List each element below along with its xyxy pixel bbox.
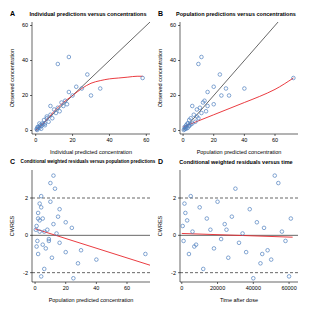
svg-text:40: 40 — [170, 57, 176, 63]
svg-text:Population predicted concentra: Population predicted concentration — [49, 297, 134, 303]
svg-text:0: 0 — [34, 285, 37, 291]
svg-text:2: 2 — [25, 195, 28, 201]
svg-text:40: 40 — [93, 285, 99, 291]
svg-text:-2: -2 — [23, 270, 28, 276]
html-text:B: B — [158, 10, 164, 17]
svg-text:20: 20 — [63, 285, 69, 291]
svg-text:0: 0 — [173, 232, 176, 238]
svg-text:0: 0 — [25, 127, 28, 133]
svg-text:20000: 20000 — [210, 285, 225, 291]
svg-text:0: 0 — [182, 137, 185, 143]
html-text:Conditional weighted residuals: Conditional weighted residuals versus po… — [20, 159, 156, 164]
svg-text:20: 20 — [22, 92, 28, 98]
html-text:Conditional weighted residuals: Conditional weighted residuals versus ti… — [179, 159, 293, 165]
svg-text:60: 60 — [124, 285, 130, 291]
svg-text:60: 60 — [272, 137, 278, 143]
svg-text:Population predicted concentra: Population predicted concentration — [197, 149, 282, 155]
svg-text:0: 0 — [25, 232, 28, 238]
svg-text:60: 60 — [22, 22, 28, 28]
svg-text:40000: 40000 — [246, 285, 261, 291]
html-text:Population predictions versus: Population predictions versus concentrat… — [176, 11, 296, 17]
svg-text:20: 20 — [211, 137, 217, 143]
svg-text:60000: 60000 — [281, 285, 296, 291]
html-text:Individual predictions versus: Individual predictions versus concentrat… — [29, 11, 147, 17]
svg-text:20: 20 — [70, 137, 76, 143]
svg-text:40: 40 — [22, 57, 28, 63]
svg-text:Individual predicted concentra: Individual predicted concentration — [50, 149, 132, 155]
svg-text:0: 0 — [173, 127, 176, 133]
html-text:D: D — [158, 158, 164, 165]
html-text:A: A — [10, 10, 16, 17]
html-text:C: C — [10, 158, 16, 165]
svg-text:0: 0 — [180, 285, 183, 291]
svg-text:60: 60 — [143, 137, 149, 143]
svg-text:Observed concentration: Observed concentration — [9, 49, 15, 107]
svg-text:CWRES: CWRES — [9, 215, 15, 236]
svg-text:Time after dose: Time after dose — [220, 297, 258, 303]
svg-text:-2: -2 — [171, 270, 176, 276]
svg-text:0: 0 — [34, 137, 37, 143]
svg-text:CWRES: CWRES — [157, 215, 163, 236]
svg-text:2: 2 — [173, 195, 176, 201]
svg-text:60: 60 — [170, 22, 176, 28]
svg-text:20: 20 — [170, 92, 176, 98]
svg-text:40: 40 — [106, 137, 112, 143]
svg-text:40: 40 — [241, 137, 247, 143]
svg-text:Observed concentration: Observed concentration — [157, 49, 163, 107]
